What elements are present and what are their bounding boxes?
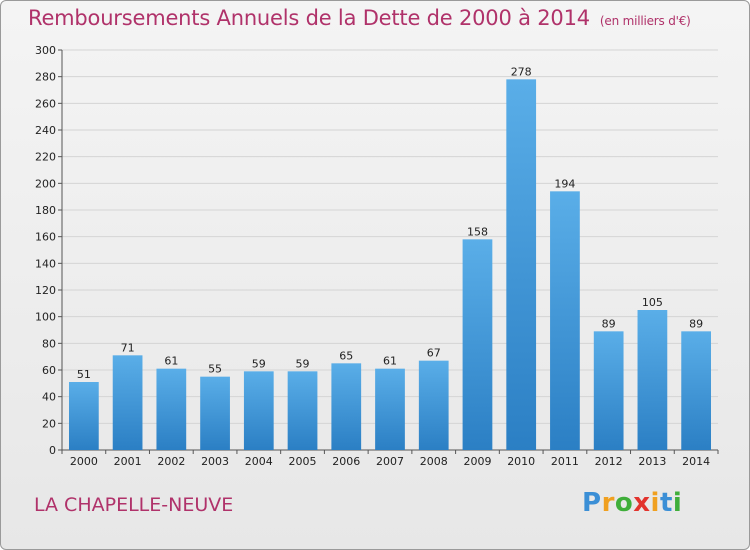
y-tick-label: 100 xyxy=(35,311,56,324)
y-tick-label: 200 xyxy=(35,177,56,190)
x-tick-label: 2013 xyxy=(638,455,666,468)
chart-title: Remboursements Annuels de la Dette de 20… xyxy=(28,6,691,30)
bar-2007 xyxy=(375,368,405,450)
y-tick-label: 40 xyxy=(42,391,56,404)
logo-letter: x xyxy=(633,488,651,518)
chart-title-unit: (en milliers d'€) xyxy=(599,14,691,28)
bar-2011 xyxy=(550,191,580,451)
logo-letter: i xyxy=(672,488,683,518)
data-label-2014: 89 xyxy=(689,317,703,330)
chart-title-text: Remboursements Annuels de la Dette de 20… xyxy=(28,6,590,30)
y-tick-label: 160 xyxy=(35,231,56,244)
x-tick-label: 2001 xyxy=(114,455,142,468)
x-tick-label: 2000 xyxy=(70,455,98,468)
bar-2013 xyxy=(637,310,668,450)
x-tick-label: 2008 xyxy=(420,455,448,468)
data-label-2006: 65 xyxy=(339,349,353,362)
x-tick-label: 2004 xyxy=(245,455,273,468)
y-tick-label: 300 xyxy=(35,44,56,57)
x-tick-label: 2012 xyxy=(595,455,623,468)
bar-2002 xyxy=(156,368,187,450)
x-tick-label: 2010 xyxy=(507,455,535,468)
bar-2001 xyxy=(112,355,143,450)
x-tick-label: 2006 xyxy=(332,455,360,468)
bar-2003 xyxy=(200,376,230,450)
bar-2000 xyxy=(68,382,99,450)
y-tick-label: 60 xyxy=(42,364,56,377)
data-label-2008: 67 xyxy=(427,347,441,360)
y-tick-label: 260 xyxy=(35,97,56,110)
data-label-2007: 61 xyxy=(383,355,397,368)
y-tick-label: 20 xyxy=(42,417,56,430)
y-tick-label: 180 xyxy=(35,204,56,217)
x-tick-label: 2003 xyxy=(201,455,229,468)
data-label-2001: 71 xyxy=(121,341,135,354)
data-label-2002: 61 xyxy=(164,355,178,368)
y-tick-label: 280 xyxy=(35,71,56,84)
x-tick-label: 2005 xyxy=(289,455,317,468)
bar-2008 xyxy=(418,360,449,450)
data-label-2003: 55 xyxy=(208,363,222,376)
y-tick-label: 120 xyxy=(35,284,56,297)
x-tick-label: 2009 xyxy=(463,455,491,468)
bar-2005 xyxy=(287,371,318,450)
data-label-2000: 51 xyxy=(77,368,91,381)
x-tick-label: 2011 xyxy=(551,455,579,468)
y-tick-label: 240 xyxy=(35,124,56,137)
bar-2012 xyxy=(593,331,624,450)
data-label-2011: 194 xyxy=(554,177,575,190)
labels: 0 20 40 60 80 100 120 140 160 180 200 220 240 260 280 3… xyxy=(35,44,710,468)
commune-name: LA CHAPELLE-NEUVE xyxy=(34,494,234,516)
bar-2006 xyxy=(331,363,362,450)
data-label-2012: 89 xyxy=(602,317,616,330)
y-tick-label: 140 xyxy=(35,257,56,270)
logo-letter: r xyxy=(601,488,615,518)
data-label-2004: 59 xyxy=(252,357,266,370)
x-tick-label: 2002 xyxy=(157,455,185,468)
y-tick-label: 0 xyxy=(49,444,56,457)
bar-2009 xyxy=(462,239,493,450)
data-label-2005: 59 xyxy=(296,357,310,370)
y-tick-label: 80 xyxy=(42,337,56,350)
logo-letter: i xyxy=(650,488,660,518)
bar-2004 xyxy=(243,371,274,450)
x-tick-label: 2014 xyxy=(682,455,710,468)
y-tick-label: 220 xyxy=(35,151,56,164)
logo-letter: o xyxy=(614,488,634,518)
data-label-2010: 278 xyxy=(511,65,532,78)
x-tick-label: 2007 xyxy=(376,455,404,468)
logo-letter: P xyxy=(582,488,602,518)
data-label-2009: 158 xyxy=(467,225,488,238)
bars xyxy=(68,79,712,451)
data-label-2013: 105 xyxy=(642,296,663,309)
bar-2014 xyxy=(681,331,712,450)
bar-2010 xyxy=(506,79,537,450)
logo-letter: t xyxy=(659,488,673,518)
proxiti-logo[interactable]: Proxiti xyxy=(582,488,682,518)
